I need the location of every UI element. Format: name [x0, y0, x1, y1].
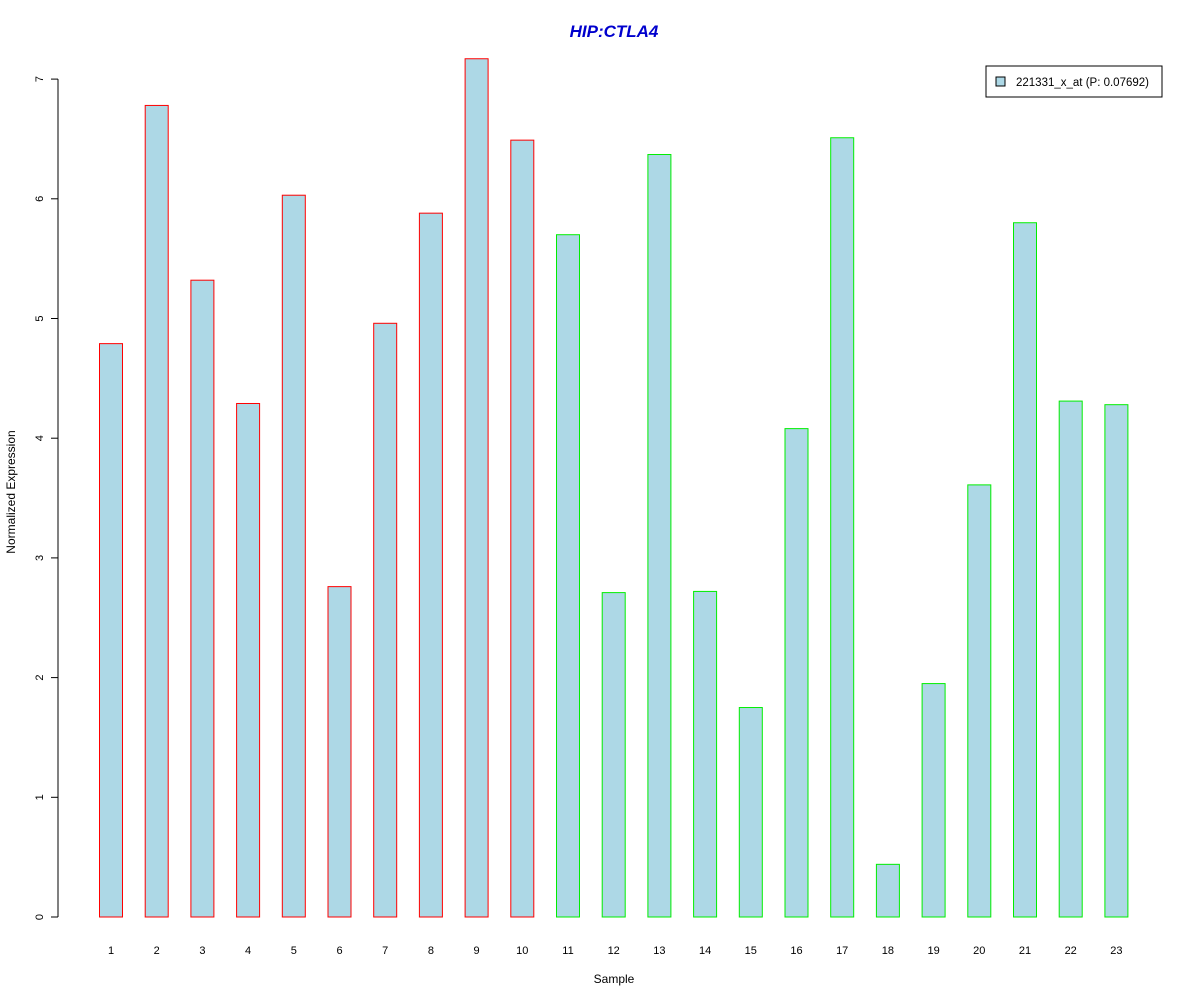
x-tick-label: 9 — [474, 945, 480, 957]
x-tick-label: 13 — [653, 945, 665, 957]
bar-sample-1 — [99, 343, 123, 918]
x-tick-label: 16 — [790, 945, 802, 957]
bar-sample-11 — [556, 234, 580, 918]
bar-sample-13 — [647, 154, 672, 918]
bar-sample-3 — [190, 279, 215, 918]
y-tick-label: 1 — [34, 794, 46, 800]
bar-sample-8 — [418, 212, 443, 918]
legend-swatch — [995, 76, 1006, 87]
bar-sample-17 — [830, 137, 855, 918]
bar-sample-5 — [281, 194, 306, 918]
bar-sample-18 — [875, 863, 900, 918]
y-tick-label: 6 — [34, 196, 46, 202]
bar-sample-20 — [967, 484, 992, 918]
y-tick-label: 7 — [34, 76, 46, 82]
bar-sample-2 — [144, 104, 169, 918]
bar-sample-9 — [464, 58, 489, 918]
y-tick-label: 0 — [34, 914, 46, 920]
x-axis-title: Sample — [594, 972, 635, 986]
bar-sample-10 — [510, 139, 535, 918]
legend-label: 221331_x_at (P: 0.07692) — [1016, 77, 1149, 89]
y-axis-title: Normalized Expression — [4, 430, 18, 553]
x-tick-label: 4 — [245, 945, 251, 957]
x-tick-label: 8 — [428, 945, 434, 957]
y-tick-label: 5 — [34, 315, 46, 321]
bars — [99, 58, 1129, 918]
x-tick-label: 12 — [608, 945, 620, 957]
y-tick-label: 2 — [34, 675, 46, 681]
bar-sample-15 — [738, 707, 763, 918]
x-tick-label: 14 — [699, 945, 711, 957]
x-tick-label: 6 — [336, 945, 342, 957]
x-tick-label: 19 — [927, 945, 939, 957]
x-tick-label: 3 — [199, 945, 205, 957]
bar-sample-19 — [921, 683, 946, 918]
x-tick-label: 22 — [1065, 945, 1077, 957]
bar-sample-23 — [1104, 404, 1129, 918]
x-tick-label: 10 — [516, 945, 528, 957]
bar-sample-22 — [1058, 400, 1083, 918]
legend: 221331_x_at (P: 0.07692) — [985, 65, 1163, 98]
legend-box — [985, 65, 1163, 98]
x-tick-label: 1 — [108, 945, 114, 957]
bar-sample-16 — [784, 428, 809, 918]
bar-sample-21 — [1013, 222, 1037, 918]
y-axis: 0 1 2 3 4 5 6 7 — [34, 76, 59, 920]
x-tick-label: 11 — [562, 945, 573, 957]
x-tick-label: 20 — [973, 945, 985, 957]
bar-sample-7 — [373, 322, 398, 918]
x-tick-label: 21 — [1019, 945, 1031, 957]
x-tick-label: 15 — [745, 945, 757, 957]
x-tick-label: 7 — [382, 945, 388, 957]
chart-title: HIP:CTLA4 — [570, 22, 659, 41]
bar-sample-14 — [693, 590, 718, 918]
y-tick-label: 3 — [34, 555, 46, 561]
x-tick-label: 18 — [882, 945, 894, 957]
bar-sample-6 — [327, 586, 352, 918]
x-tick-label: 5 — [291, 945, 297, 957]
x-tick-label: 17 — [836, 945, 848, 957]
x-tick-label: 2 — [154, 945, 160, 957]
bar-sample-12 — [601, 592, 626, 918]
x-tick-label: 23 — [1110, 945, 1122, 957]
x-tick-labels: 1 2 3 4 5 6 7 8 9 10 11 12 13 14 15 16 17 18 19 20 21 22 23 — [108, 945, 1123, 957]
y-tick-label: 4 — [34, 435, 46, 441]
bar-sample-4 — [236, 402, 261, 918]
